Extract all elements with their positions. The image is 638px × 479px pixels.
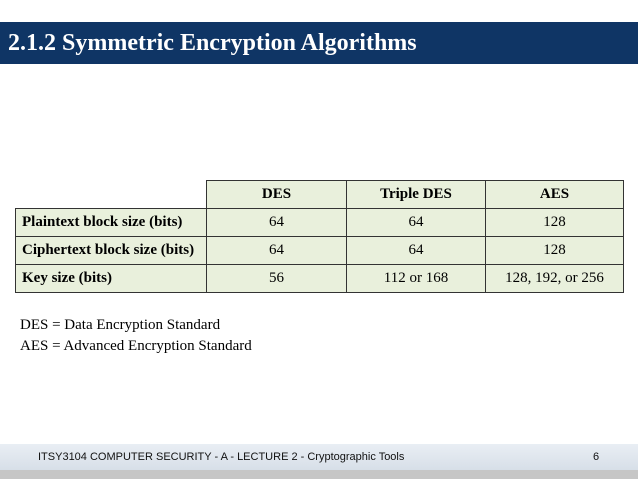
- column-header: Triple DES: [346, 180, 486, 209]
- row-label: Plaintext block size (bits): [15, 208, 207, 237]
- cell: 128: [485, 208, 624, 237]
- table-row: Plaintext block size (bits) 64 64 128: [15, 208, 624, 237]
- page-number: 6: [593, 451, 600, 463]
- slide-title: 2.1.2 Symmetric Encryption Algorithms: [8, 30, 417, 56]
- footer-text: ITSY3104 COMPUTER SECURITY - A - LECTURE…: [38, 451, 405, 463]
- bottom-strip: [0, 470, 638, 479]
- cell: 56: [206, 264, 347, 293]
- table-row: Key size (bits) 56 112 or 168 128, 192, or …: [15, 264, 624, 293]
- note: DES = Data Encryption Standard: [20, 317, 221, 333]
- note: AES = Advanced Encryption Standard: [20, 338, 252, 354]
- row-label: Ciphertext block size (bits): [15, 236, 207, 265]
- cell: 64: [206, 208, 347, 237]
- title-bar: [0, 22, 638, 64]
- table-row: Ciphertext block size (bits) 64 64 128: [15, 236, 624, 265]
- row-label: Key size (bits): [15, 264, 207, 293]
- corner-cell: [15, 180, 207, 209]
- cell: 64: [346, 208, 486, 237]
- cell: 112 or 168: [346, 264, 486, 293]
- footer-bar: [0, 444, 638, 470]
- cell: 64: [206, 236, 347, 265]
- cell: 128: [485, 236, 624, 265]
- cell: 64: [346, 236, 486, 265]
- column-header: DES: [206, 180, 347, 209]
- comparison-table: DES Triple DES AES Plaintext block size …: [15, 180, 624, 293]
- cell: 128, 192, or 256: [485, 264, 624, 293]
- header-row: DES Triple DES AES: [15, 180, 624, 209]
- column-header: AES: [485, 180, 624, 209]
